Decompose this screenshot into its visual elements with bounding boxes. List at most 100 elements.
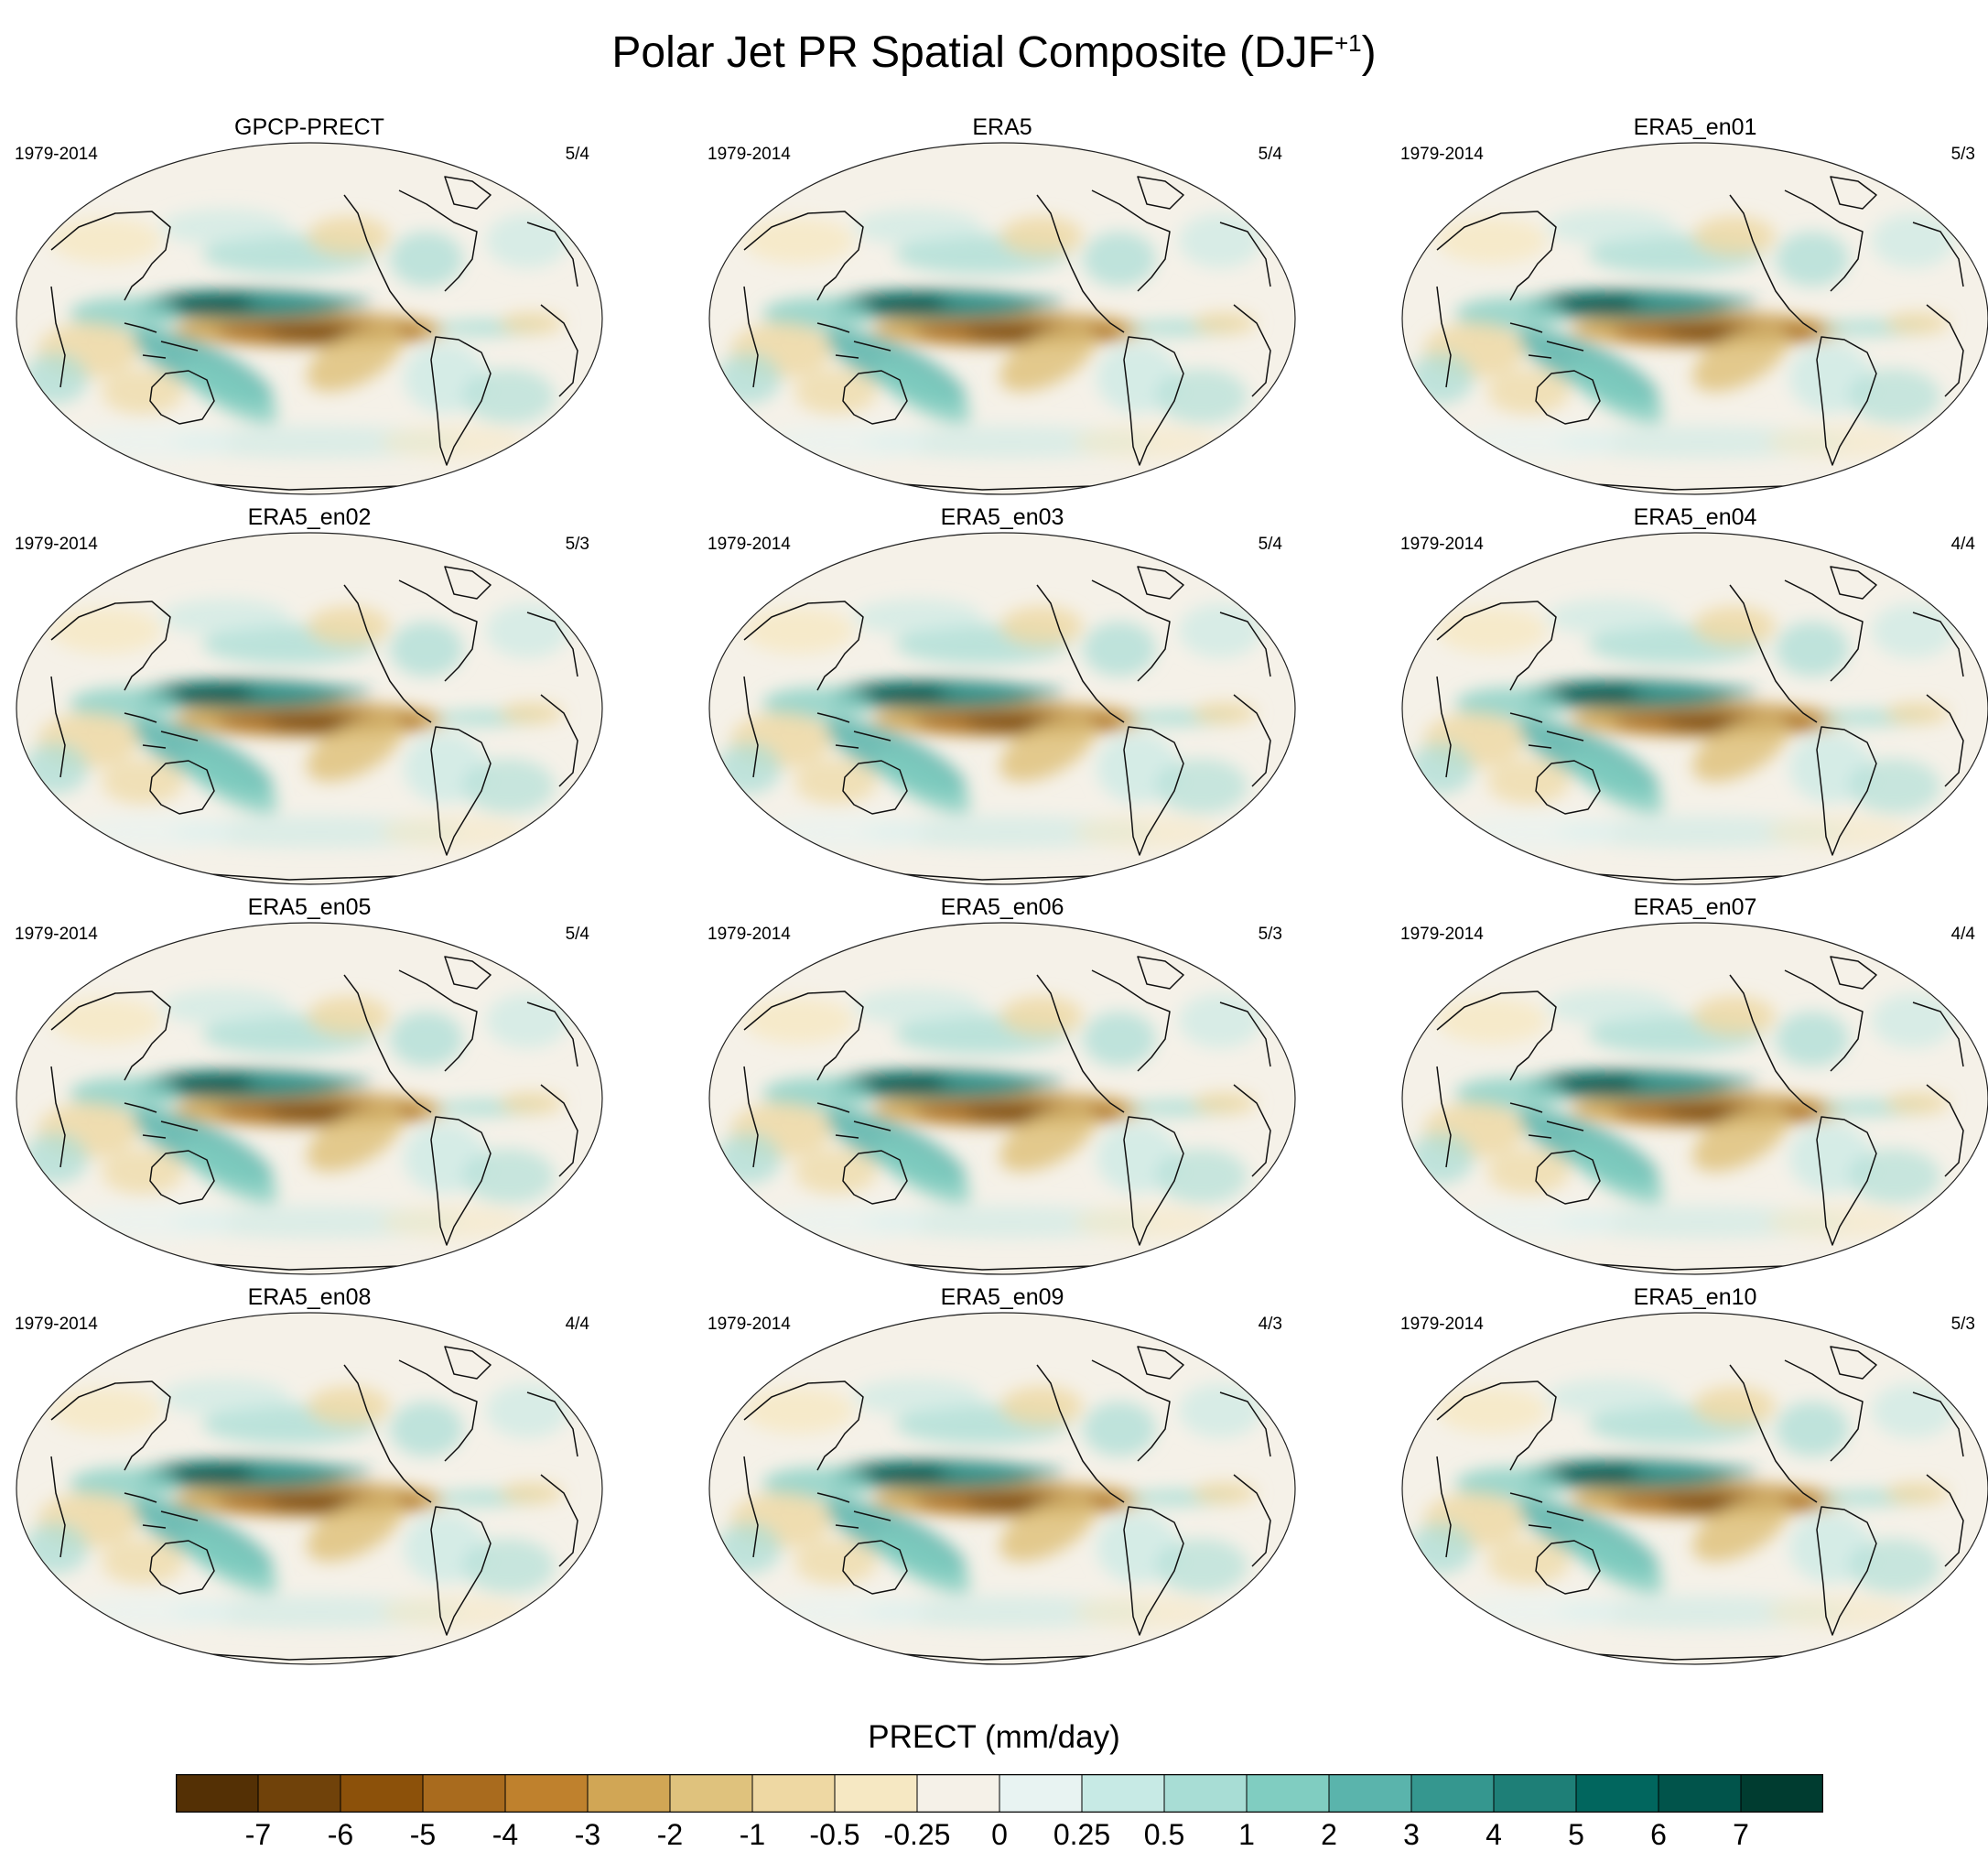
anomaly-region <box>1074 1206 1220 1239</box>
anomaly-region <box>762 424 927 460</box>
anomaly-region <box>1455 1077 1565 1110</box>
anomaly-field <box>24 599 568 850</box>
anomaly-region <box>102 759 184 805</box>
anomaly-region <box>1629 296 1757 310</box>
panel-count: 5/3 <box>1950 1315 1975 1334</box>
anomaly-region <box>1156 759 1248 814</box>
coastline <box>1509 1492 1543 1503</box>
coastline <box>816 712 850 723</box>
coastline <box>149 370 215 425</box>
coastline <box>853 341 891 352</box>
coastline <box>526 1001 578 1067</box>
panel-title: ERA5_en09 <box>940 1284 1064 1310</box>
anomaly-region <box>1000 606 1083 646</box>
map-border <box>1401 922 1988 1275</box>
map-panel: ERA5_en01 1979-2014 5/3 <box>1393 114 1988 499</box>
coastline <box>1784 579 1864 682</box>
map-canvas <box>1401 1312 1988 1665</box>
panel-count: 4/3 <box>1258 1315 1282 1334</box>
coastline <box>1219 222 1271 287</box>
coastline <box>540 1474 578 1567</box>
figure-title-text: Polar Jet PR Spatial Composite (DJF <box>611 28 1334 77</box>
anomaly-region <box>854 599 982 635</box>
anomaly-region <box>1556 816 1849 849</box>
coastline <box>149 760 215 815</box>
coastline <box>1535 370 1601 425</box>
anomaly-region <box>1193 1482 1257 1504</box>
anomaly-region <box>70 687 179 720</box>
anomaly-region <box>1849 1539 1940 1594</box>
anomaly-region <box>70 424 234 460</box>
anomaly-region <box>170 1206 463 1239</box>
colorbar-swatch <box>1410 1774 1495 1813</box>
colorbar-tick-label: 2 <box>1321 1818 1337 1851</box>
map-border <box>16 1312 603 1665</box>
coastline <box>50 1380 171 1471</box>
coastline <box>1091 1359 1171 1462</box>
coastline <box>835 1524 859 1529</box>
coastline <box>1816 726 1877 856</box>
anomaly-region <box>390 622 463 677</box>
anomaly-region <box>390 1012 463 1066</box>
anomaly-region <box>863 816 1156 849</box>
map-canvas <box>708 532 1296 885</box>
panel-period: 1979-2014 <box>1400 1315 1484 1334</box>
anomaly-region <box>51 218 161 264</box>
colorbar-tick-label: 5 <box>1568 1818 1584 1851</box>
colorbar-swatch <box>999 1774 1083 1813</box>
anomaly-region <box>1547 294 1657 312</box>
anomaly-region <box>1193 1092 1257 1114</box>
colorbar-swatch <box>916 1774 1000 1813</box>
anomaly-region <box>1083 1402 1156 1456</box>
coastline <box>1233 1474 1271 1567</box>
anomaly-region <box>762 1467 872 1500</box>
panel-period: 1979-2014 <box>15 1315 98 1334</box>
anomaly-region <box>1437 218 1547 264</box>
coastline <box>1528 1524 1552 1529</box>
panel-period: 1979-2014 <box>1400 925 1484 944</box>
coastline <box>142 354 167 359</box>
coastline <box>1091 189 1171 292</box>
coastline <box>1219 612 1271 677</box>
coastline <box>1123 1116 1184 1246</box>
anomaly-region <box>486 603 568 658</box>
anomaly-region <box>794 369 877 415</box>
anomaly-region <box>794 1539 877 1585</box>
anomaly-field <box>717 209 1261 460</box>
coastline <box>1528 354 1552 359</box>
coastline <box>743 286 759 388</box>
colorbar-swatch <box>257 1774 341 1813</box>
map-border <box>16 142 603 495</box>
coastline <box>1830 176 1877 210</box>
anomaly-region <box>1692 324 1789 392</box>
anomaly-region <box>181 360 278 424</box>
panel-period: 1979-2014 <box>15 535 98 554</box>
anomaly-region <box>1567 750 1664 814</box>
coastline <box>842 370 908 425</box>
anomaly-region <box>161 1464 271 1482</box>
map-panel: ERA5_en02 1979-2014 5/3 <box>7 504 611 889</box>
map-canvas <box>708 922 1296 1275</box>
coastline <box>540 304 578 397</box>
coastline <box>1091 579 1171 682</box>
coastline <box>842 1540 908 1595</box>
coastline <box>50 601 171 691</box>
coastline <box>149 1540 215 1595</box>
colorbar-swatch <box>1246 1774 1330 1813</box>
anomaly-region <box>1556 1206 1849 1239</box>
coastline <box>1509 712 1543 723</box>
anomaly-region <box>1767 426 1913 459</box>
map-canvas <box>1401 532 1988 885</box>
coastline <box>1436 1066 1452 1168</box>
coastline <box>50 1066 66 1168</box>
anomaly-region <box>1849 759 1940 814</box>
anomaly-region <box>1437 608 1547 654</box>
coastline <box>1912 222 1964 287</box>
anomaly-field <box>1410 1379 1954 1630</box>
anomaly-region <box>1547 1379 1675 1415</box>
coastline <box>50 211 171 301</box>
coastline <box>1036 1364 1125 1503</box>
anomaly-region <box>1767 1596 1913 1629</box>
coastline <box>1830 956 1877 990</box>
anomaly-region <box>70 1077 179 1110</box>
